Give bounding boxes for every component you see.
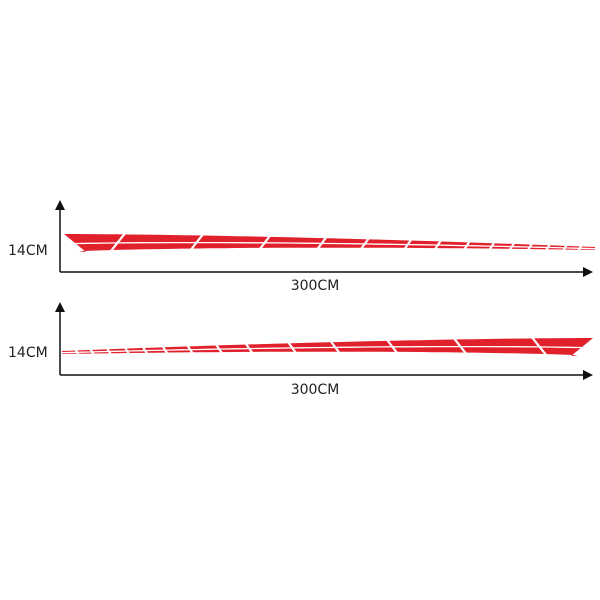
arrow-up-icon [55, 302, 65, 312]
arrow-right-icon [583, 370, 593, 380]
stripe-cut [106, 347, 112, 355]
stripe-cut [463, 240, 471, 250]
stripe-cut [527, 242, 533, 251]
height-label: 14CM [8, 345, 48, 361]
stripe-cut [403, 238, 413, 250]
stripe-decal [63, 232, 596, 254]
stripe-cut [508, 242, 516, 251]
stripe-cut [386, 339, 398, 354]
stripe-cut [562, 244, 568, 252]
stripe-shape [61, 336, 594, 358]
stripe-cut [74, 348, 80, 356]
stripe-cut [186, 344, 194, 354]
stripe-tail-notch [64, 243, 86, 254]
stripe-cut [259, 235, 271, 250]
arrow-up-icon [55, 200, 65, 210]
stripe-cut [488, 241, 496, 251]
width-label: 300CM [291, 382, 340, 398]
stripe-cut [141, 346, 149, 355]
decal-diagram-bottom: 14CM 300CM [8, 302, 594, 398]
stripe-tail-notch [571, 347, 593, 358]
stripe-split-line [63, 241, 596, 250]
stripe-cut [110, 232, 126, 252]
stripe-cut [161, 345, 169, 355]
stripe-cut [360, 237, 370, 250]
stripe-cut [577, 244, 583, 252]
stripe-split-line [61, 345, 594, 354]
height-label: 14CM [8, 243, 48, 259]
decal-diagram-top: 14CM 300CM [8, 200, 596, 294]
stripe-cut [244, 342, 254, 354]
stripe-cut [190, 233, 204, 251]
stripe-cut [287, 341, 297, 354]
stripe-cut [434, 239, 442, 250]
stripe-cut [545, 243, 551, 251]
stripe-cut [453, 337, 467, 355]
stripe-cut [316, 236, 328, 250]
width-label: 300CM [291, 278, 340, 294]
stripe-cut [215, 343, 223, 354]
arrow-right-icon [583, 267, 593, 277]
stripe-cut [89, 348, 95, 356]
stripe-cut [531, 336, 547, 356]
stripe-cut [329, 340, 341, 354]
stripe-decal [61, 336, 594, 358]
stripe-shape [63, 232, 596, 254]
stripe-cut [124, 346, 130, 355]
